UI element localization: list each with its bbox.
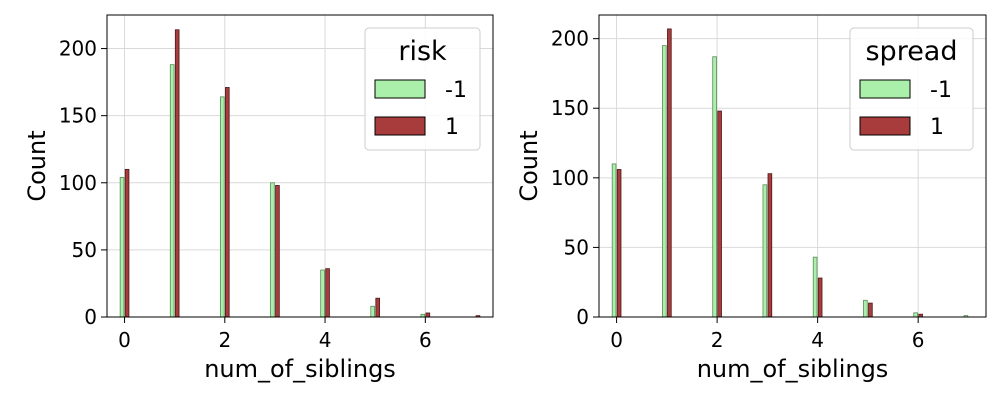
x-tick-label: 6	[912, 328, 925, 352]
plot-frame	[598, 14, 987, 318]
bar-neg1-x4	[320, 269, 325, 318]
legend: spread -1 1	[849, 27, 974, 151]
bar-1-x0	[616, 169, 622, 318]
legend-swatch-neg1	[859, 79, 911, 99]
legend-label-1: 1	[445, 115, 459, 140]
bar-neg1-x0	[119, 177, 125, 318]
bar-1-x2	[225, 87, 230, 318]
y-tick-label: 50	[72, 238, 97, 262]
x-tick-label: 4	[811, 328, 824, 352]
bar-1-x3	[275, 185, 280, 318]
y-tick-label: 200	[551, 27, 589, 51]
bar-1-x5	[868, 302, 873, 318]
x-tick-label: 0	[118, 328, 131, 352]
y-tick-label: 150	[551, 96, 589, 120]
legend-label-neg1: -1	[445, 78, 467, 103]
bar-neg1-x0	[611, 163, 617, 318]
y-tick-label: 100	[551, 166, 589, 190]
legend-title: spread	[865, 36, 957, 67]
bar-1-x1	[174, 29, 180, 318]
bar-1-x3	[767, 173, 773, 318]
y-ticks: 0 50 100 150 200	[59, 37, 107, 329]
legend-label-neg1: -1	[930, 78, 952, 103]
x-axis-label: num_of_siblings	[697, 355, 889, 383]
x-axis-label: num_of_siblings	[204, 355, 396, 383]
x-tick-label: 2	[711, 328, 724, 352]
plot-frame	[106, 14, 494, 318]
y-tick-label: 0	[576, 305, 589, 329]
y-axis-label: Count	[515, 130, 543, 201]
bar-neg1-x5	[370, 305, 375, 318]
y-axis-label: Count	[23, 130, 51, 201]
bar-1-x1	[667, 28, 672, 318]
bar-neg1-x2	[712, 56, 717, 318]
bar-1-x5	[375, 297, 380, 318]
bar-1-x2	[717, 110, 722, 318]
legend-title: risk	[398, 36, 447, 67]
bar-neg1-x3	[270, 182, 275, 318]
x-tick-label: 6	[419, 328, 432, 352]
x-tick-label: 4	[319, 328, 332, 352]
y-tick-label: 150	[59, 104, 97, 128]
x-ticks: 0 2 4 6	[118, 317, 432, 352]
x-ticks: 0 2 4 6	[610, 317, 925, 352]
legend-swatch-1	[859, 116, 911, 136]
bar-neg1-x5	[863, 299, 868, 318]
bar-1-x4	[817, 277, 823, 318]
legend-label-1: 1	[930, 115, 944, 140]
y-tick-label: 100	[59, 171, 97, 195]
y-tick-label: 200	[59, 37, 97, 61]
bar-neg1-x1	[662, 45, 667, 318]
legend: risk -1 1	[364, 27, 481, 151]
y-tick-label: 50	[564, 235, 589, 259]
legend-swatch-1	[374, 116, 426, 136]
bar-neg1-x1	[169, 64, 175, 318]
bar-1-x4	[325, 268, 330, 318]
bar-neg1-x6	[913, 312, 918, 318]
x-tick-label: 0	[610, 328, 623, 352]
x-tick-label: 2	[218, 328, 231, 352]
bar-1-x0	[124, 168, 130, 318]
bar-neg1-x4	[812, 256, 818, 318]
bar-neg1-x3	[762, 184, 768, 318]
y-ticks: 0 50 100 150 200	[551, 27, 599, 329]
bar-1-x6	[425, 312, 431, 318]
bar-neg1-x2	[220, 96, 225, 318]
y-tick-label: 0	[84, 305, 97, 329]
legend-swatch-neg1	[374, 79, 426, 99]
